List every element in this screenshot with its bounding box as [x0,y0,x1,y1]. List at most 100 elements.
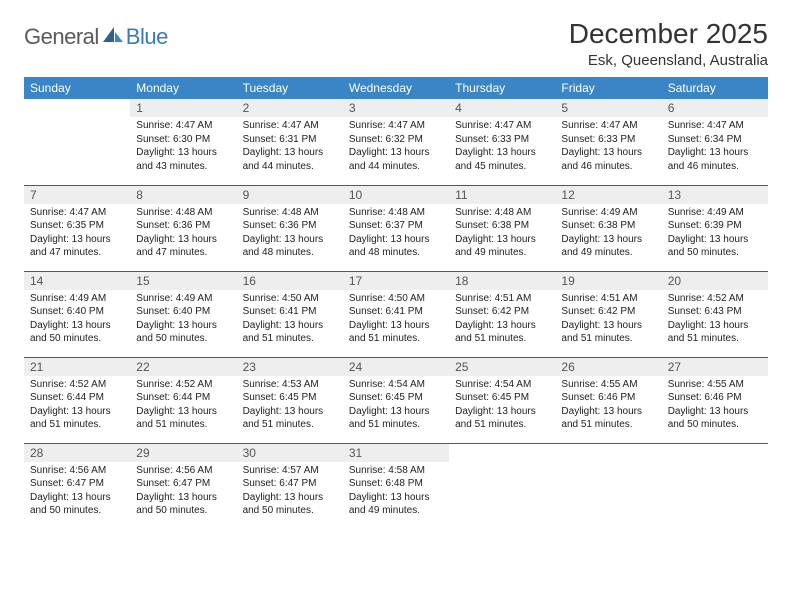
day-details: Sunrise: 4:52 AMSunset: 6:44 PMDaylight:… [24,376,130,436]
sunrise-line: Sunrise: 4:47 AM [561,119,655,133]
calendar-cell: 4Sunrise: 4:47 AMSunset: 6:33 PMDaylight… [449,99,555,185]
daylight-line: Daylight: 13 hours and 51 minutes. [30,405,124,432]
day-details: Sunrise: 4:58 AMSunset: 6:48 PMDaylight:… [343,462,449,522]
day-number: 13 [662,186,768,204]
calendar-cell: 9Sunrise: 4:48 AMSunset: 6:36 PMDaylight… [237,185,343,271]
sunset-line: Sunset: 6:33 PM [455,133,549,147]
sunrise-line: Sunrise: 4:50 AM [349,292,443,306]
calendar-cell: 18Sunrise: 4:51 AMSunset: 6:42 PMDayligh… [449,271,555,357]
sunset-line: Sunset: 6:30 PM [136,133,230,147]
daylight-line: Daylight: 13 hours and 51 minutes. [561,319,655,346]
day-details: Sunrise: 4:54 AMSunset: 6:45 PMDaylight:… [449,376,555,436]
calendar-cell: 2Sunrise: 4:47 AMSunset: 6:31 PMDaylight… [237,99,343,185]
sunrise-line: Sunrise: 4:55 AM [561,378,655,392]
daylight-line: Daylight: 13 hours and 48 minutes. [243,233,337,260]
daylight-line: Daylight: 13 hours and 47 minutes. [136,233,230,260]
sunrise-line: Sunrise: 4:51 AM [561,292,655,306]
day-number: 16 [237,272,343,290]
calendar-cell: 29Sunrise: 4:56 AMSunset: 6:47 PMDayligh… [130,443,236,529]
calendar-cell [449,443,555,529]
weekday-header: Thursday [449,77,555,99]
sunrise-line: Sunrise: 4:52 AM [30,378,124,392]
day-number: 8 [130,186,236,204]
calendar-cell [555,443,661,529]
sunset-line: Sunset: 6:46 PM [668,391,762,405]
day-number: 11 [449,186,555,204]
sunset-line: Sunset: 6:38 PM [561,219,655,233]
sunset-line: Sunset: 6:38 PM [455,219,549,233]
calendar-cell: 5Sunrise: 4:47 AMSunset: 6:33 PMDaylight… [555,99,661,185]
daylight-line: Daylight: 13 hours and 51 minutes. [668,319,762,346]
calendar-cell: 6Sunrise: 4:47 AMSunset: 6:34 PMDaylight… [662,99,768,185]
day-details: Sunrise: 4:51 AMSunset: 6:42 PMDaylight:… [555,290,661,350]
day-number: 27 [662,358,768,376]
day-details: Sunrise: 4:47 AMSunset: 6:31 PMDaylight:… [237,117,343,177]
daylight-line: Daylight: 13 hours and 50 minutes. [668,233,762,260]
daylight-line: Daylight: 13 hours and 51 minutes. [455,405,549,432]
day-number: 19 [555,272,661,290]
day-number: 5 [555,99,661,117]
sunrise-line: Sunrise: 4:49 AM [136,292,230,306]
sunset-line: Sunset: 6:47 PM [136,477,230,491]
day-details: Sunrise: 4:47 AMSunset: 6:30 PMDaylight:… [130,117,236,177]
calendar-cell: 20Sunrise: 4:52 AMSunset: 6:43 PMDayligh… [662,271,768,357]
sunset-line: Sunset: 6:39 PM [668,219,762,233]
title-block: December 2025 Esk, Queensland, Australia [569,18,768,69]
sunset-line: Sunset: 6:46 PM [561,391,655,405]
sunset-line: Sunset: 6:42 PM [455,305,549,319]
sunrise-line: Sunrise: 4:51 AM [455,292,549,306]
location: Esk, Queensland, Australia [569,52,768,69]
calendar-cell: 24Sunrise: 4:54 AMSunset: 6:45 PMDayligh… [343,357,449,443]
day-number: 9 [237,186,343,204]
day-number: 31 [343,444,449,462]
daylight-line: Daylight: 13 hours and 50 minutes. [243,491,337,518]
daylight-line: Daylight: 13 hours and 51 minutes. [243,319,337,346]
calendar-row: 7Sunrise: 4:47 AMSunset: 6:35 PMDaylight… [24,185,768,271]
day-number: 18 [449,272,555,290]
daylight-line: Daylight: 13 hours and 50 minutes. [30,491,124,518]
month-title: December 2025 [569,18,768,50]
day-details: Sunrise: 4:47 AMSunset: 6:34 PMDaylight:… [662,117,768,177]
sunrise-line: Sunrise: 4:49 AM [30,292,124,306]
day-number: 20 [662,272,768,290]
sunrise-line: Sunrise: 4:56 AM [136,464,230,478]
calendar-cell: 8Sunrise: 4:48 AMSunset: 6:36 PMDaylight… [130,185,236,271]
weekday-header: Wednesday [343,77,449,99]
day-details: Sunrise: 4:56 AMSunset: 6:47 PMDaylight:… [24,462,130,522]
day-number: 23 [237,358,343,376]
day-number: 1 [130,99,236,117]
calendar-cell: 15Sunrise: 4:49 AMSunset: 6:40 PMDayligh… [130,271,236,357]
calendar-cell: 28Sunrise: 4:56 AMSunset: 6:47 PMDayligh… [24,443,130,529]
sunset-line: Sunset: 6:35 PM [30,219,124,233]
sunrise-line: Sunrise: 4:49 AM [668,206,762,220]
sunrise-line: Sunrise: 4:48 AM [243,206,337,220]
day-number: 15 [130,272,236,290]
day-details: Sunrise: 4:56 AMSunset: 6:47 PMDaylight:… [130,462,236,522]
calendar-cell: 14Sunrise: 4:49 AMSunset: 6:40 PMDayligh… [24,271,130,357]
daylight-line: Daylight: 13 hours and 51 minutes. [349,405,443,432]
day-details: Sunrise: 4:48 AMSunset: 6:37 PMDaylight:… [343,204,449,264]
day-details: Sunrise: 4:48 AMSunset: 6:36 PMDaylight:… [237,204,343,264]
sunset-line: Sunset: 6:40 PM [30,305,124,319]
sunrise-line: Sunrise: 4:47 AM [136,119,230,133]
day-details: Sunrise: 4:52 AMSunset: 6:44 PMDaylight:… [130,376,236,436]
sunrise-line: Sunrise: 4:47 AM [349,119,443,133]
daylight-line: Daylight: 13 hours and 46 minutes. [561,146,655,173]
sunrise-line: Sunrise: 4:49 AM [561,206,655,220]
daylight-line: Daylight: 13 hours and 45 minutes. [455,146,549,173]
day-number: 3 [343,99,449,117]
calendar-cell: 27Sunrise: 4:55 AMSunset: 6:46 PMDayligh… [662,357,768,443]
day-number: 25 [449,358,555,376]
day-number: 30 [237,444,343,462]
calendar-cell: 12Sunrise: 4:49 AMSunset: 6:38 PMDayligh… [555,185,661,271]
weekday-header: Saturday [662,77,768,99]
day-details: Sunrise: 4:49 AMSunset: 6:40 PMDaylight:… [24,290,130,350]
sunrise-line: Sunrise: 4:53 AM [243,378,337,392]
daylight-line: Daylight: 13 hours and 44 minutes. [349,146,443,173]
day-details: Sunrise: 4:55 AMSunset: 6:46 PMDaylight:… [662,376,768,436]
day-details: Sunrise: 4:55 AMSunset: 6:46 PMDaylight:… [555,376,661,436]
day-details: Sunrise: 4:50 AMSunset: 6:41 PMDaylight:… [343,290,449,350]
sunset-line: Sunset: 6:44 PM [136,391,230,405]
daylight-line: Daylight: 13 hours and 50 minutes. [668,405,762,432]
calendar-cell: 23Sunrise: 4:53 AMSunset: 6:45 PMDayligh… [237,357,343,443]
